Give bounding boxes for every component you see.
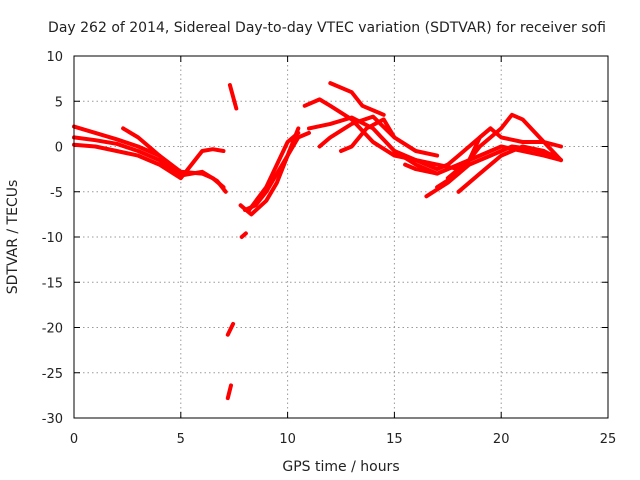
series-arc-5: [227, 83, 239, 111]
series-arc-19: [456, 144, 563, 194]
series-arc-8: [247, 130, 301, 212]
series-arc-10: [307, 115, 440, 176]
series-arc-7: [242, 130, 311, 212]
x-tick-label: 10: [279, 432, 296, 447]
y-tick-label: -25: [42, 367, 63, 382]
x-tick-label: 15: [386, 432, 403, 447]
y-tick-label: 5: [55, 95, 63, 110]
series-arc-2: [72, 135, 228, 194]
series-arc-4: [121, 126, 162, 158]
x-tick-label: 25: [600, 432, 617, 447]
series-arc-20: [225, 383, 233, 401]
grid: [74, 56, 608, 418]
series-arc-15: [403, 144, 563, 176]
y-tick-label: -10: [42, 231, 63, 246]
x-tick-label: 20: [493, 432, 510, 447]
y-tick-label: -20: [42, 322, 63, 337]
series-arc-12: [328, 81, 386, 117]
chart-title: Day 262 of 2014, Sidereal Day-to-day VTE…: [48, 20, 606, 36]
plot-frame: [73, 55, 609, 419]
series-arc-21: [225, 321, 236, 337]
series-arc-22: [239, 231, 248, 239]
x-axis-label: GPS time / hours: [282, 459, 399, 475]
y-tick-label: -30: [42, 412, 63, 427]
series-arc-9: [302, 97, 461, 172]
y-tick-label: -15: [42, 276, 63, 291]
y-tick-label: -5: [50, 186, 63, 201]
series-arc-3: [72, 142, 226, 181]
series-layer: [72, 81, 563, 401]
y-tick-label: 0: [55, 141, 63, 156]
series-arc-18: [445, 126, 563, 181]
axis-ticks: 0 5 10 15 20 25 -30 -25 -20 -15 -10 -5 0 5 10: [42, 50, 617, 447]
series-arc-17: [435, 112, 563, 190]
y-tick-label: 10: [46, 50, 63, 65]
x-tick-label: 0: [70, 432, 78, 447]
y-axis-label: SDTVAR / TECUs: [5, 180, 21, 295]
x-tick-label: 5: [177, 432, 185, 447]
series-arc-13: [339, 117, 440, 158]
